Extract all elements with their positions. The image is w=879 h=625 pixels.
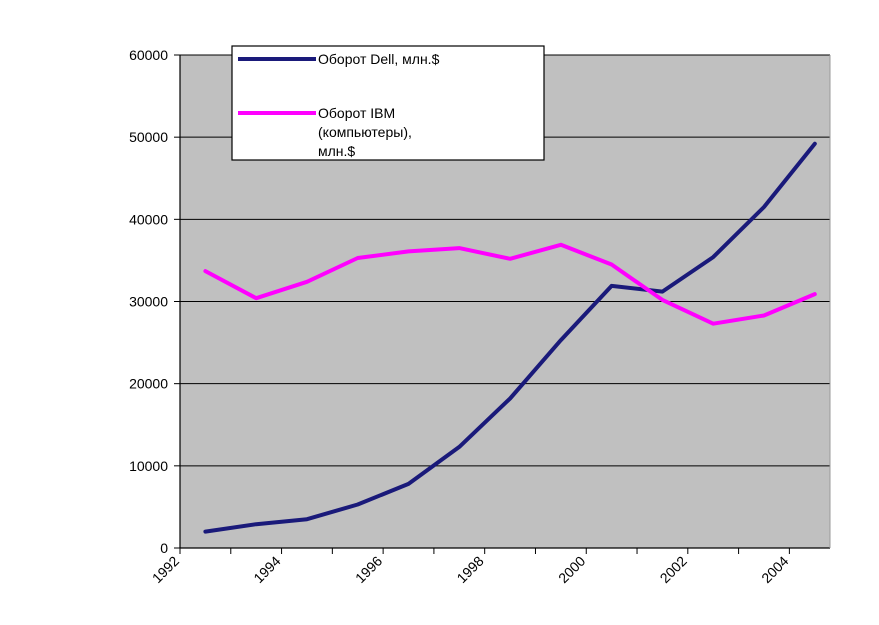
x-tick-label: 1994 (250, 553, 283, 586)
y-tick-label: 0 (160, 540, 168, 556)
series-lines (203, 141, 817, 534)
x-tick-label: 1996 (352, 553, 385, 586)
x-tick-label: 2004 (758, 553, 791, 586)
series-line-ibm (203, 242, 817, 326)
y-tick-label: 20000 (129, 376, 168, 392)
series-line-dell (203, 141, 817, 534)
legend-label-dell: Оборот Dell, млн.$ (318, 51, 440, 67)
x-tick-label: 1998 (453, 553, 486, 586)
legend-label-ibm-line1: Оборот IBM (318, 105, 395, 121)
y-tick-label: 50000 (129, 129, 168, 145)
y-tick-label: 30000 (129, 294, 168, 310)
legend-box (231, 45, 545, 161)
legend-label-ibm-line2: (компьютеры), (318, 124, 412, 140)
y-tick-label: 10000 (129, 458, 168, 474)
x-tick-label: 1992 (149, 553, 182, 586)
legend: Оборот Dell, млн.$ Оборот IBM (компьютер… (231, 45, 545, 161)
legend-label-ibm-line3: млн.$ (318, 143, 355, 159)
y-tick-label: 60000 (129, 47, 168, 63)
y-tick-label: 40000 (129, 211, 168, 227)
x-tick-label: 2000 (555, 553, 588, 586)
x-tick-label: 2002 (657, 553, 690, 586)
